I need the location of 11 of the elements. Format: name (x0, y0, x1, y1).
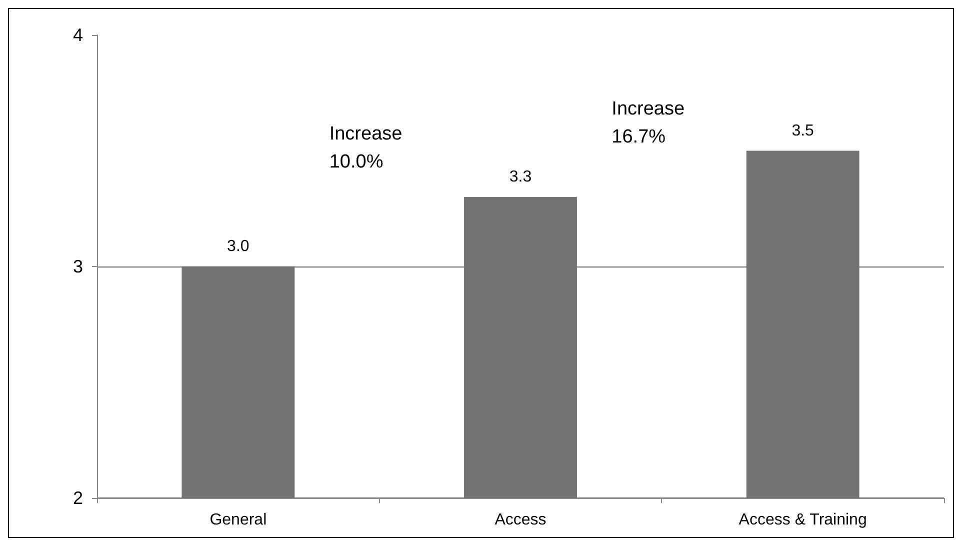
data-label: 3.5 (792, 122, 814, 140)
x-tick-label: Access (494, 512, 546, 528)
x-tick-label: General (210, 512, 267, 528)
y-tick-label: 2 (72, 488, 83, 508)
x-tick-label: Access & Training (738, 512, 867, 528)
annotation: Increase 10.0% (329, 124, 402, 172)
y-tick-label: 3 (72, 256, 83, 276)
y-tick-label: 4 (72, 25, 83, 45)
data-label: 3.0 (227, 238, 250, 255)
data-label: 3.3 (509, 168, 532, 186)
annotation: Increase 16.7% (612, 98, 685, 148)
